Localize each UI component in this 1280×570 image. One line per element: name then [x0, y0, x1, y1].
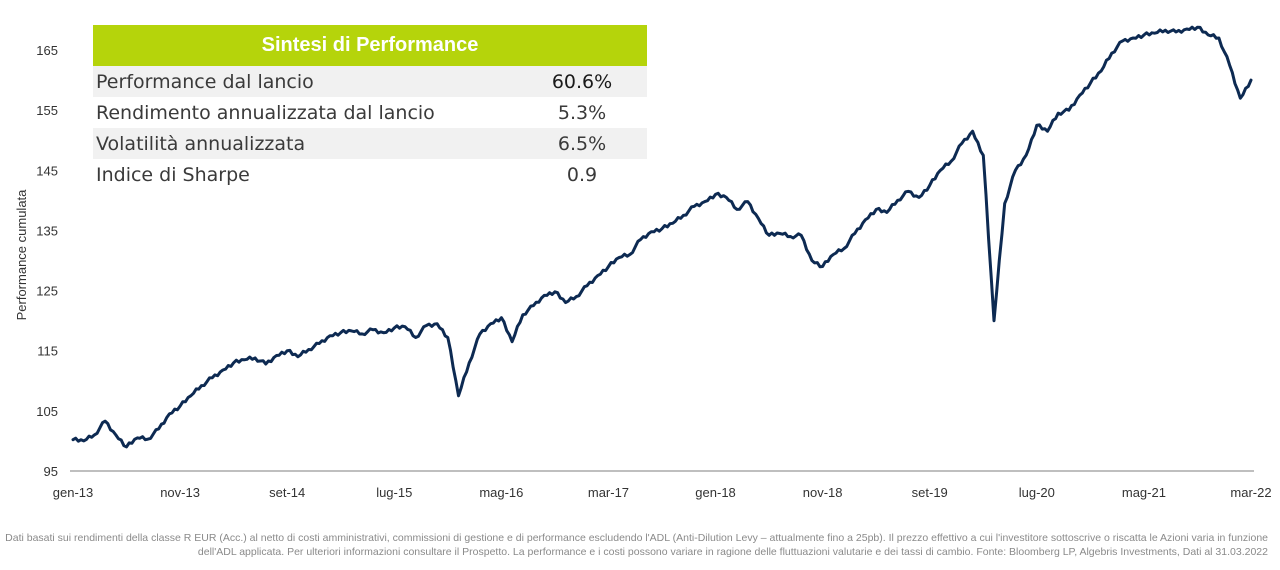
x-tick-label: lug-15 — [376, 485, 412, 500]
summary-row-value: 60.6% — [551, 70, 613, 93]
footnote-disclaimer: Dati basati sui rendimenti della classe … — [5, 532, 1268, 558]
x-tick-label: mar-17 — [588, 485, 629, 500]
summary-row-label: Rendimento annualizzata dal lancio — [96, 101, 435, 124]
y-tick-label: 115 — [37, 344, 58, 359]
summary-row-label: Performance dal lancio — [96, 70, 314, 93]
x-tick-label: mag-21 — [1122, 485, 1166, 500]
x-tick-label: nov-13 — [160, 485, 200, 500]
performance-line — [71, 25, 1253, 449]
summary-row-label: Indice di Sharpe — [96, 163, 250, 186]
x-tick-label: nov-18 — [803, 485, 843, 500]
summary-title: Sintesi di Performance — [93, 25, 647, 66]
x-tick-label: mar-22 — [1230, 485, 1271, 500]
summary-row-value: 6.5% — [557, 132, 607, 155]
y-tick-label: 105 — [36, 404, 58, 419]
x-axis: gen-13 nov-13 set-14 lug-15 mag-16 mar-17 gen-… — [53, 485, 1272, 500]
performance-chart: 95 105 115 125 135 145 155 165 gen-13 nov-13 set-… — [14, 25, 1272, 500]
x-tick-label: gen-13 — [53, 485, 93, 500]
y-tick-label: 135 — [36, 223, 58, 238]
y-axis: 95 105 115 125 135 145 155 165 — [36, 43, 58, 479]
y-tick-label: 95 — [44, 464, 58, 479]
summary-row-performance: Performance dal lancio 60.6% — [93, 66, 647, 97]
y-tick-label: 155 — [36, 103, 58, 118]
x-tick-label: set-14 — [269, 485, 305, 500]
summary-row-value: 0.9 — [566, 163, 598, 186]
y-axis-label: Performance cumulata — [14, 189, 29, 321]
summary-row-value: 5.3% — [557, 101, 607, 124]
x-tick-label: mag-16 — [479, 485, 523, 500]
x-tick-label: set-19 — [912, 485, 948, 500]
x-tick-label: lug-20 — [1019, 485, 1055, 500]
summary-row-annualized-return: Rendimento annualizzata dal lancio 5.3% — [93, 97, 647, 128]
summary-row-sharpe: Indice di Sharpe 0.9 — [93, 159, 647, 190]
y-tick-label: 165 — [36, 43, 58, 58]
summary-row-label: Volatilità annualizzata — [96, 132, 306, 155]
x-tick-label: gen-18 — [695, 485, 735, 500]
y-tick-label: 145 — [36, 163, 58, 178]
summary-row-volatility: Volatilità annualizzata 6.5% — [93, 128, 647, 159]
performance-summary-table: Sintesi di Performance Performance dal l… — [93, 25, 647, 190]
y-tick-label: 125 — [36, 284, 58, 299]
